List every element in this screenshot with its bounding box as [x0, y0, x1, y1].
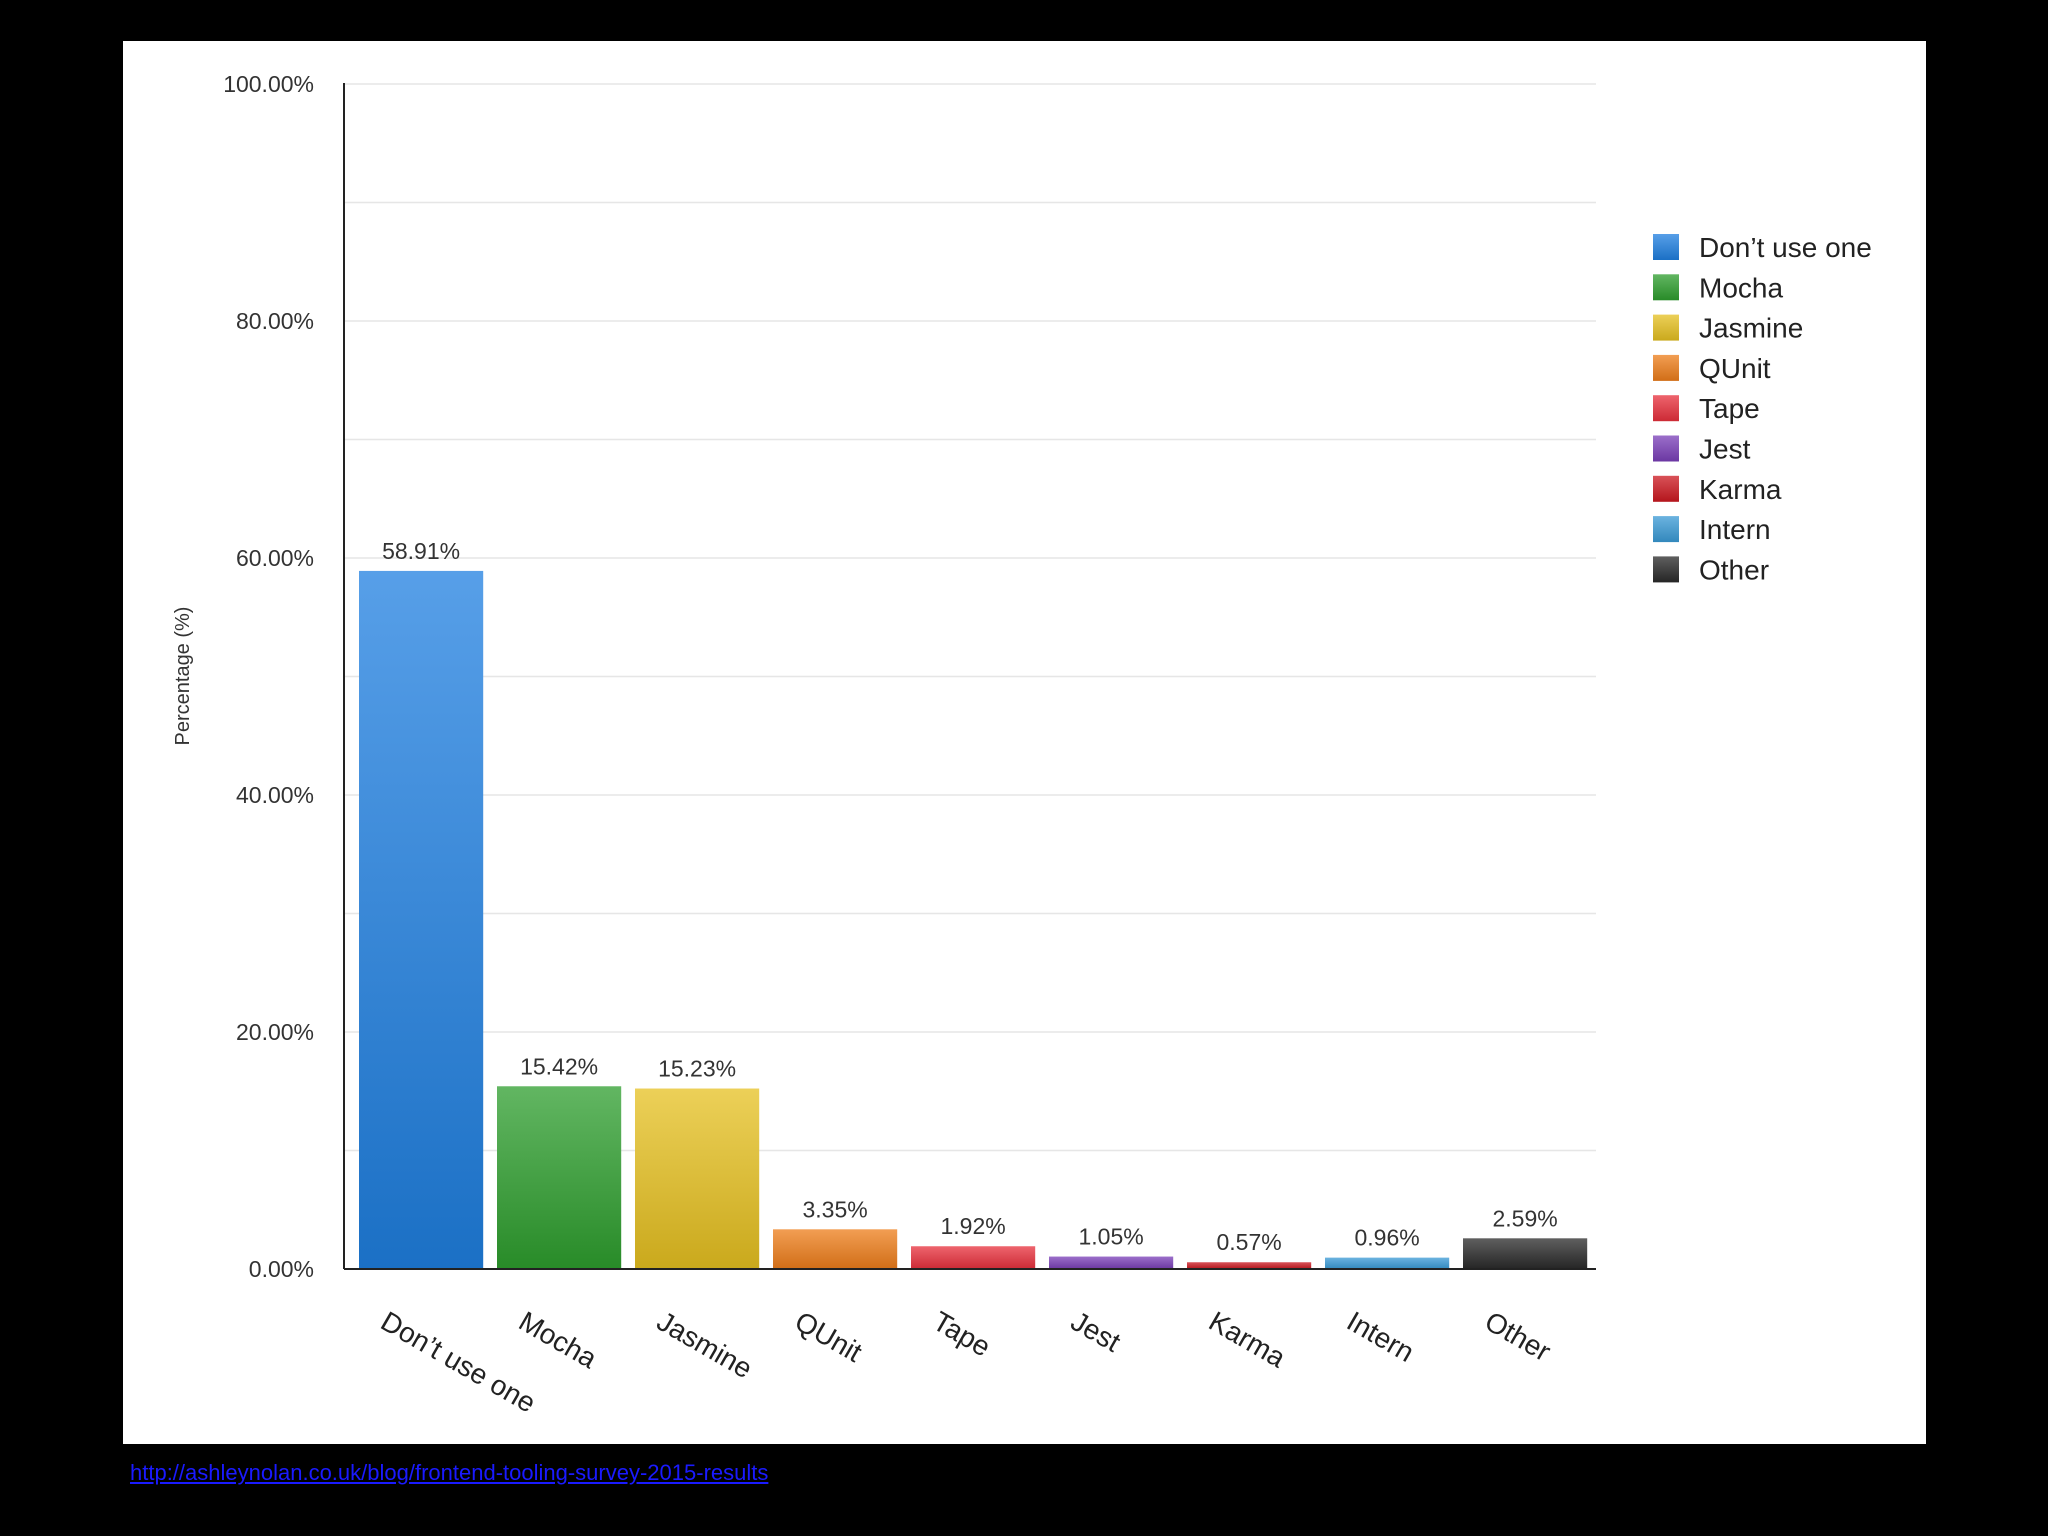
data-labels: 58.91% 15.42% 15.23% 3.35% 1.92% 1.05% 0.57% 0.… [382, 538, 1558, 1255]
y-tick-label: 100.00% [223, 71, 314, 97]
bar [911, 1246, 1036, 1269]
bar [773, 1229, 898, 1269]
source-link[interactable]: http://ashleynolan.co.uk/blog/frontend-t… [130, 1460, 769, 1485]
data-label: 58.91% [382, 538, 460, 564]
data-label: 15.23% [658, 1056, 736, 1082]
x-tick-label: Other [1480, 1305, 1556, 1367]
grid-lines [344, 83, 1596, 1152]
legend-swatch [1653, 395, 1679, 422]
legend-label: QUnit [1699, 353, 1771, 384]
x-tick-label: Tape [928, 1305, 996, 1362]
y-tick-label: 40.00% [236, 782, 314, 808]
legend-label: Other [1699, 554, 1769, 585]
data-label: 1.05% [1078, 1224, 1143, 1250]
legend-swatch [1653, 516, 1679, 543]
x-tick-label: Jasmine [652, 1305, 758, 1384]
bar [1049, 1256, 1174, 1269]
data-label: 2.59% [1492, 1205, 1557, 1231]
data-label: 15.42% [520, 1053, 598, 1079]
x-tick-label: Jest [1066, 1305, 1126, 1358]
x-tick-label: Karma [1204, 1305, 1291, 1373]
legend-label: Jasmine [1699, 313, 1803, 344]
y-tick-label: 20.00% [236, 1019, 314, 1045]
bar [497, 1086, 622, 1269]
legend-swatch [1653, 234, 1679, 260]
y-axis-label: Percentage (%) [172, 607, 194, 746]
legend-swatch [1653, 274, 1679, 301]
bar [1463, 1238, 1588, 1269]
x-tick-label: Intern [1342, 1305, 1420, 1368]
data-label: 1.92% [940, 1213, 1005, 1239]
legend-swatch [1653, 314, 1679, 341]
chart-panel: 0.00% 20.00% 40.00% 60.00% 80.00% 100.00% 58.… [123, 41, 1926, 1444]
legend-swatch [1653, 475, 1679, 502]
legend-label: Karma [1699, 474, 1782, 505]
bar [635, 1088, 760, 1269]
bars [359, 570, 1588, 1269]
y-tick-label: 80.00% [236, 308, 314, 334]
legend-swatch [1653, 556, 1679, 583]
data-label: 0.96% [1354, 1225, 1419, 1251]
data-label: 3.35% [802, 1196, 867, 1222]
bar [1187, 1262, 1312, 1269]
bar [1325, 1257, 1450, 1269]
x-tick-label: QUnit [790, 1305, 868, 1368]
x-tick-label: Mocha [514, 1305, 603, 1374]
legend-label: Intern [1699, 514, 1771, 545]
legend-label: Don’t use one [1699, 232, 1872, 263]
y-tick-label: 60.00% [236, 545, 314, 571]
legend: Don’t use one Mocha Jasmine QUnit Tape Jest Ka… [1653, 232, 1872, 585]
bar-chart: 0.00% 20.00% 40.00% 60.00% 80.00% 100.00% 58.… [172, 71, 1872, 1419]
legend-label: Mocha [1699, 272, 1783, 303]
axes [343, 83, 1596, 1270]
legend-swatch [1653, 435, 1679, 462]
bar [359, 570, 484, 1269]
x-tick-label: Don’t use one [376, 1305, 541, 1418]
legend-label: Tape [1699, 393, 1760, 424]
legend-swatch [1653, 354, 1679, 381]
y-axis-ticks: 0.00% 20.00% 40.00% 60.00% 80.00% 100.00% [223, 71, 314, 1282]
legend-label: Jest [1699, 434, 1751, 465]
data-label: 0.57% [1216, 1229, 1281, 1255]
y-tick-label: 0.00% [249, 1256, 314, 1282]
